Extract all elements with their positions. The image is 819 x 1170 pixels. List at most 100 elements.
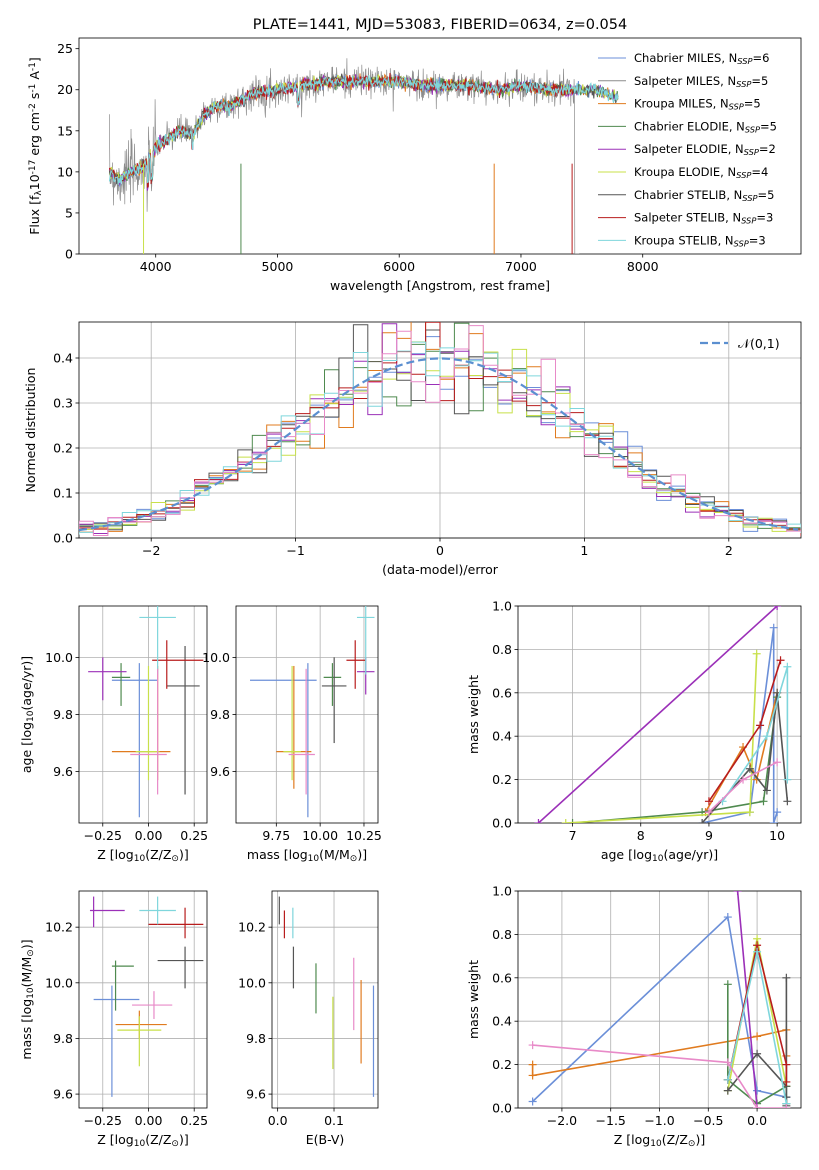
series-point <box>783 775 792 784</box>
weight-vs-age-ytick-label: 0.4 <box>492 729 512 744</box>
weight-vs-Z-xlabel: Z [log10(Z/Z⊙)] <box>614 1132 705 1149</box>
weight-vs-Z-series <box>528 1041 791 1108</box>
mass-vs-ebv-ytick-label: 9.6 <box>246 1087 266 1102</box>
residuals-ytick-label: 0.3 <box>53 396 73 411</box>
age-vs-mass-errorbar <box>283 665 301 781</box>
legend-entry: Kroupa ELODIE, NSSP=4 <box>634 165 768 180</box>
residuals-ytick-label: 0.1 <box>53 486 73 501</box>
series-point <box>528 1060 537 1069</box>
weight-vs-Z-ytick-label: 0.8 <box>492 927 512 942</box>
mass-vs-Z-ytick-label: 9.6 <box>53 1087 73 1102</box>
series-point <box>534 819 543 823</box>
weight-vs-age-axes <box>518 605 801 824</box>
age-vs-Z-ytick-label: 9.6 <box>53 764 73 779</box>
mass-vs-ebv-ytick-label: 10.0 <box>238 975 266 990</box>
weight-vs-age-series <box>704 758 782 817</box>
weight-vs-Z-ytick-label: 0.2 <box>492 1057 512 1072</box>
series-point <box>773 758 782 767</box>
series-point <box>773 808 782 817</box>
series-point <box>756 721 765 730</box>
mass-vs-Z-xtick-label: 0.00 <box>135 1113 163 1128</box>
series-point <box>723 913 732 922</box>
residuals-ylabel: Normed distribution <box>23 368 38 493</box>
series-point <box>753 1032 762 1041</box>
age-vs-mass-ytick-label: 9.8 <box>210 707 230 722</box>
age-vs-Z-xtick-label: 0.00 <box>135 828 163 843</box>
age-vs-Z-errorbar <box>166 645 200 795</box>
series-point <box>739 775 748 784</box>
residuals-xtick-label: −2 <box>142 543 160 558</box>
normal-reference-curve <box>78 357 799 532</box>
mass-vs-ebv-ytick-label: 9.8 <box>246 1031 266 1046</box>
weight-vs-Z-ytick-label: 1.0 <box>492 884 512 899</box>
weight-vs-age-xtick-label: 9 <box>705 828 713 843</box>
residuals-xtick-label: −1 <box>286 543 304 558</box>
spectrum-model-line <box>108 75 619 186</box>
weight-vs-Z-xtick-label: −1.5 <box>596 1113 626 1128</box>
mass-vs-Z-axes <box>79 891 207 1108</box>
mass-vs-ebv-ytick-label: 10.2 <box>238 920 266 935</box>
weight-vs-Z-ytick-label: 0.0 <box>492 1101 512 1116</box>
mass-vs-Z-errorbar <box>89 896 125 928</box>
age-vs-Z-errorbar <box>135 665 160 781</box>
weight-vs-age-series <box>698 688 792 823</box>
weight-vs-age-xtick-label: 10 <box>769 828 785 843</box>
mass-vs-ebv-frame <box>271 890 379 1109</box>
age-vs-mass-xlabel: mass [log10(M/M⊙)] <box>247 847 367 864</box>
spectrum-xtick-label: 6000 <box>383 259 415 274</box>
legend-entry: Chabrier STELIB, NSSP=5 <box>634 188 774 203</box>
weight-vs-age-xlabel: age [log10(age/yr)] <box>601 847 718 864</box>
age-vs-Z-ytick-label: 9.8 <box>53 707 73 722</box>
mass-vs-Z-errorbar <box>115 1010 167 1039</box>
spectrum-ytick-label: 5 <box>65 205 73 220</box>
series-line <box>532 1044 787 1108</box>
mass-vs-Z-frame <box>78 890 208 1109</box>
mass-vs-Z-errorbar <box>111 960 134 1011</box>
series-point <box>762 786 771 795</box>
weight-vs-age-xtick-label: 8 <box>637 828 645 843</box>
spectrum-title: PLATE=1441, MJD=53083, FIBERID=0634, z=0… <box>253 17 627 33</box>
series-point <box>783 797 792 806</box>
weight-vs-age-ytick-label: 1.0 <box>492 599 512 614</box>
legend-entry: Salpeter MILES, NSSP=5 <box>634 74 768 89</box>
age-vs-mass-errorbar <box>356 606 375 675</box>
residual-histogram <box>79 325 801 536</box>
mass-vs-Z-errorbar <box>117 1016 162 1067</box>
series-point <box>769 623 778 632</box>
legend-entry: Chabrier ELODIE, NSSP=5 <box>634 119 777 134</box>
residuals-ytick-label: 0.2 <box>53 441 73 456</box>
age-vs-Z-errorbar <box>139 606 176 675</box>
mass-vs-Z-errorbar <box>148 907 204 939</box>
mass-vs-ebv-xtick-label: 0.1 <box>324 1113 344 1128</box>
weight-vs-age-series <box>704 656 785 806</box>
weight-vs-age-xtick-label: 7 <box>569 828 577 843</box>
age-vs-Z-ytick-label: 10.0 <box>45 650 73 665</box>
weight-vs-age-series <box>534 606 782 823</box>
legend-entry: Salpeter ELODIE, NSSP=2 <box>634 142 776 157</box>
age-vs-mass-xtick-label: 10.00 <box>302 828 338 843</box>
series-point <box>753 947 762 956</box>
mass-vs-Z-ytick-label: 10.2 <box>45 920 73 935</box>
series-point <box>528 1097 537 1106</box>
spectrum-xtick-label: 8000 <box>627 259 659 274</box>
mass-vs-Z-errorbar <box>157 946 204 989</box>
series-point <box>528 1071 537 1080</box>
series-point <box>773 606 782 610</box>
mass-vs-ebv-axes <box>272 891 378 1108</box>
spectrum-ylabel: Flux [fλ10-17 erg cm-2 s-1 A-1] <box>27 57 44 235</box>
age-vs-Z-errorbar <box>88 657 127 701</box>
series-point <box>753 1086 762 1095</box>
series-point <box>698 819 707 823</box>
legend-entry: Salpeter STELIB, NSSP=3 <box>634 211 773 226</box>
mass-vs-Z-ylabel: mass [log10(M/M⊙)] <box>19 939 36 1059</box>
series-point <box>745 764 754 773</box>
series-line <box>721 666 789 802</box>
mass-vs-Z-ytick-label: 9.8 <box>53 1031 73 1046</box>
weight-vs-Z-series <box>723 973 791 1108</box>
age-vs-mass-ytick-label: 10.0 <box>202 650 230 665</box>
age-vs-mass-xtick-label: 9.75 <box>262 828 290 843</box>
spectrum-ytick-label: 25 <box>57 41 73 56</box>
series-line <box>565 653 758 823</box>
age-vs-mass-errorbar <box>323 663 342 706</box>
weight-vs-age-ytick-label: 0.8 <box>492 642 512 657</box>
